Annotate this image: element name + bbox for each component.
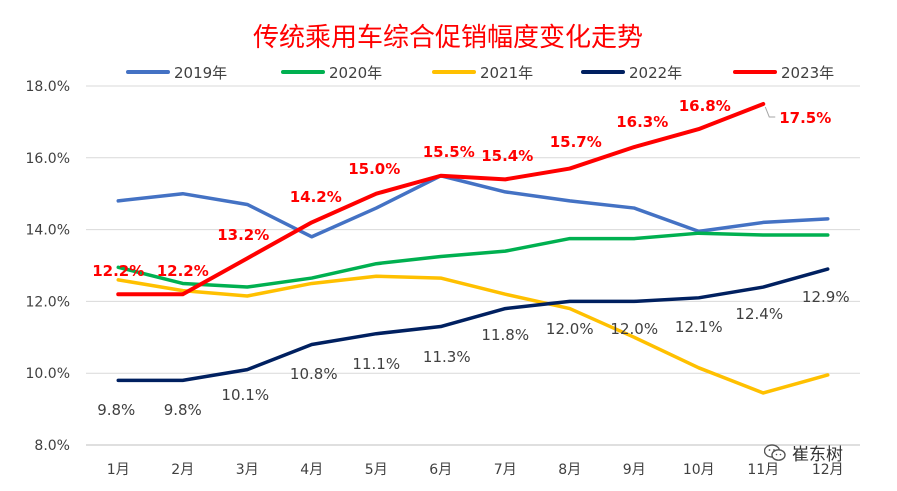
x-tick-label: 12月 (812, 462, 844, 478)
data-labels: 9.8% 9.8% 10.1% 10.8% 11.1% 11.3% 11.8% 12.0% 12… (92, 97, 849, 419)
data-label-2022: 11.3% (423, 348, 471, 366)
data-label-2022: 11.8% (481, 326, 529, 344)
series-line-2020年 (116, 231, 830, 289)
legend-item-2023年: 2023年 (733, 64, 834, 82)
wechat-icon (764, 443, 786, 461)
watermark-text: 崔东树 (792, 445, 843, 465)
series-line-2019年 (116, 174, 830, 239)
x-tick-label: 3月 (236, 462, 259, 478)
x-tick-label: 9月 (623, 462, 646, 478)
legend-item-2020年: 2020年 (281, 64, 382, 82)
x-tick-label: 4月 (300, 462, 323, 478)
x-axis: 1月 2月 3月 4月 5月 6月 7月 8月 9月 10月 11月 12月 (86, 444, 860, 478)
legend-label: 2019年 (174, 64, 227, 82)
x-tick-label: 10月 (683, 462, 715, 478)
data-label-2022: 12.9% (802, 288, 850, 306)
data-label-2023: 17.5% (779, 109, 831, 127)
data-label-2022: 12.0% (546, 320, 594, 338)
data-label-2022: 12.0% (610, 320, 658, 338)
label-leader-line (764, 106, 776, 118)
legend-item-2022年: 2022年 (581, 64, 682, 82)
data-label-2023: 14.2% (290, 188, 342, 206)
legend-label: 2021年 (480, 64, 533, 82)
chart-title: 传统乘用车综合促销幅度变化走势 (253, 23, 643, 53)
legend-item-2019年: 2019年 (126, 64, 227, 82)
legend-label: 2022年 (629, 64, 682, 82)
data-label-2022: 12.4% (735, 305, 783, 323)
data-label-2023: 15.7% (550, 133, 602, 151)
data-label-2023: 16.3% (616, 113, 668, 131)
data-label-2023: 12.2% (157, 262, 209, 280)
x-tick-label: 11月 (747, 462, 779, 478)
data-label-2023: 13.2% (217, 226, 269, 244)
x-tick-label: 2月 (171, 462, 194, 478)
data-label-2022: 9.8% (97, 401, 135, 419)
data-label-2023: 16.8% (679, 97, 731, 115)
data-label-2022: 12.1% (675, 318, 723, 336)
watermark: 崔东树 (764, 440, 843, 465)
y-tick-label: 16.0% (26, 151, 70, 167)
data-label-2023: 12.2% (92, 262, 144, 280)
x-tick-label: 6月 (429, 462, 452, 478)
y-axis: 8.0% 10.0% 12.0% 14.0% 16.0% 18.0% (26, 79, 70, 454)
data-label-2022: 10.1% (221, 386, 269, 404)
data-label-2023: 15.0% (348, 160, 400, 178)
series-layer (116, 101, 830, 395)
x-tick-label: 1月 (107, 462, 130, 478)
data-label-2022: 10.8% (290, 365, 338, 383)
y-tick-label: 8.0% (34, 438, 70, 454)
legend-label: 2023年 (781, 64, 834, 82)
series-line-2022年 (116, 267, 830, 383)
series-line-2021年 (116, 274, 830, 395)
data-label-2023: 15.4% (481, 147, 533, 165)
x-tick-label: 7月 (494, 462, 517, 478)
legend-label: 2020年 (329, 64, 382, 82)
data-label-2022: 9.8% (164, 401, 202, 419)
x-tick-label: 5月 (365, 462, 388, 478)
y-tick-label: 14.0% (26, 223, 70, 239)
y-tick-label: 18.0% (26, 79, 70, 95)
x-tick-label: 8月 (558, 462, 581, 478)
y-tick-label: 10.0% (26, 366, 70, 382)
y-tick-label: 12.0% (26, 294, 70, 310)
data-label-2022: 11.1% (352, 355, 400, 373)
series-line-2023年 (116, 101, 766, 297)
data-label-2023: 15.5% (423, 143, 475, 161)
legend: 2019年 2020年 2021年 2022年 2023年 (126, 64, 834, 82)
legend-item-2021年: 2021年 (432, 64, 533, 82)
